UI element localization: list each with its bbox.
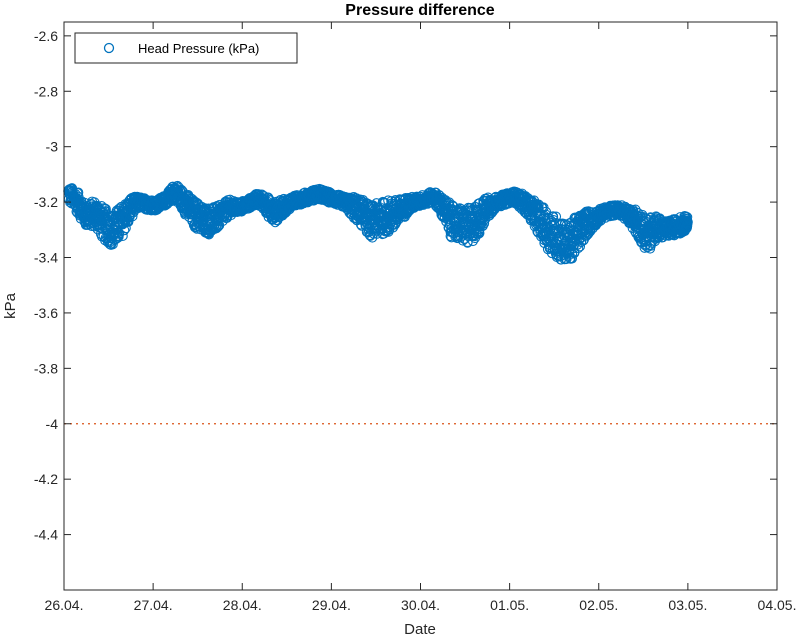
x-tick-label: 30.04.: [401, 597, 440, 613]
x-tick-label: 26.04.: [45, 597, 84, 613]
data-point: [176, 184, 187, 195]
data-point: [479, 218, 490, 229]
data-point: [105, 212, 116, 223]
data-point: [371, 198, 382, 209]
x-tick-label: 28.04.: [223, 597, 262, 613]
chart-title: Pressure difference: [345, 2, 495, 19]
y-tick-label: -4: [46, 416, 59, 432]
data-point: [550, 211, 562, 222]
data-point: [387, 222, 399, 233]
y-tick-label: -3: [46, 139, 59, 155]
plot-background: [64, 22, 777, 590]
x-tick-label: 03.05.: [668, 597, 707, 613]
x-tick-label: 29.04.: [312, 597, 351, 613]
y-tick-label: -3.8: [34, 360, 58, 376]
data-point: [573, 235, 584, 246]
legend-box: [74, 32, 298, 64]
y-tick-label: -3.4: [34, 250, 58, 266]
y-tick-label: -2.6: [34, 28, 58, 44]
data-point: [462, 237, 473, 248]
legend-label: Head Pressure (kPa): [138, 41, 259, 56]
points-layer: [63, 180, 693, 265]
legend-marker: [103, 42, 115, 54]
data-point: [566, 253, 578, 264]
x-tick-label: 01.05.: [490, 597, 529, 613]
y-tick-label: -3.2: [34, 194, 58, 210]
y-tick-label: -4.2: [34, 471, 58, 487]
y-tick-label: -4.4: [34, 527, 58, 543]
x-tick-label: 02.05.: [579, 597, 618, 613]
x-tick-label: 27.04.: [134, 597, 173, 613]
data-point: [682, 221, 693, 232]
data-point: [540, 206, 552, 217]
x-tick-label: 04.05.: [758, 597, 797, 613]
y-tick-label: -3.6: [34, 305, 58, 321]
y-tick-label: -2.8: [34, 83, 58, 99]
legend: Head Pressure (kPa): [74, 32, 298, 64]
data-point: [467, 236, 478, 247]
x-axis-title: Date: [404, 621, 436, 638]
data-point: [640, 240, 651, 251]
data-point: [540, 209, 551, 220]
y-axis-title: kPa: [2, 292, 19, 319]
data-point: [212, 221, 223, 232]
data-point: [391, 217, 402, 228]
ticks-layer: 26.04. 27.04. 28.04. 29.04. 30.04. 01.05. 02.0…: [34, 22, 797, 613]
data-point: [477, 220, 488, 231]
